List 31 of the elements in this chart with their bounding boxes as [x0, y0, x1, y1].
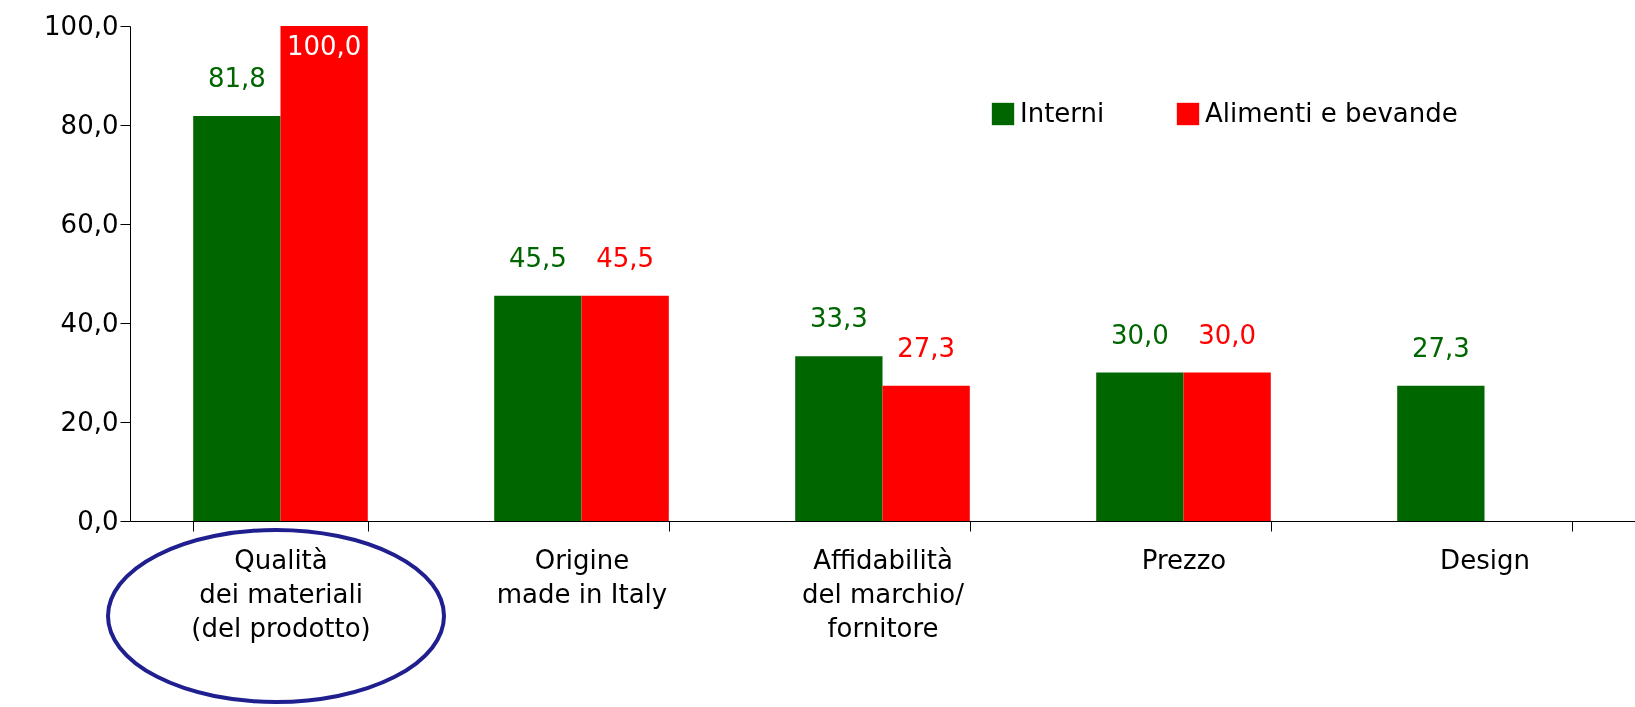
- bar: [494, 295, 582, 521]
- bar: [1397, 385, 1485, 521]
- data-label: 30,0: [1110, 319, 1169, 350]
- x-tick-label: Affidabilità del marchio/ fornitore: [801, 544, 965, 643]
- data-label: 33,3: [809, 303, 868, 334]
- y-tick-label: 100,0: [44, 10, 119, 41]
- y-tick-label: 60,0: [60, 208, 119, 239]
- bar: [280, 26, 368, 521]
- data-label: 45,5: [508, 242, 567, 273]
- y-tick-label: 40,0: [60, 307, 119, 338]
- bar: [1096, 372, 1184, 521]
- bar: [581, 295, 669, 521]
- bar: [193, 116, 281, 521]
- legend-label: Interni: [1020, 98, 1105, 128]
- y-tick-label: 0,0: [77, 505, 119, 536]
- x-tick-label: Design: [1440, 544, 1530, 575]
- bar: [882, 385, 970, 521]
- x-tick-label: Qualità dei materiali (del prodotto): [191, 544, 371, 643]
- bar: [1183, 372, 1271, 521]
- x-tick-label: Origine made in Italy: [496, 544, 668, 609]
- data-label: 30,0: [1198, 319, 1257, 350]
- y-tick-label: 20,0: [60, 406, 119, 437]
- legend-label: Alimenti e bevande: [1205, 98, 1458, 128]
- bar: [795, 356, 883, 521]
- y-tick-label: 80,0: [60, 109, 119, 140]
- data-label: 27,3: [897, 332, 956, 363]
- data-label: 81,8: [207, 63, 266, 94]
- data-label: 45,5: [596, 242, 655, 273]
- data-label: 27,3: [1411, 332, 1470, 363]
- x-tick-label: Prezzo: [1141, 544, 1227, 575]
- data-label: 100,0: [286, 31, 362, 61]
